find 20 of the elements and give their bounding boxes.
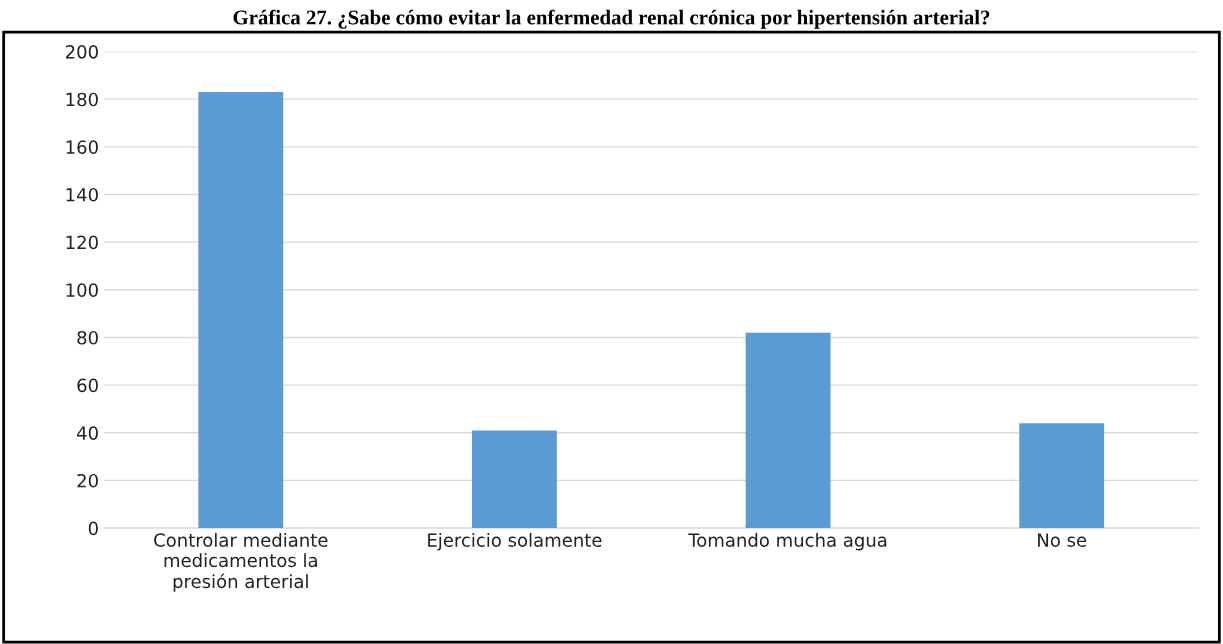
bar [745,332,831,529]
bar [198,92,284,529]
x-tick-label: Controlar mediante medicamentos la presión arterial [154,532,328,592]
y-tick-label: 200 [65,44,98,59]
y-tick-label: 100 [66,283,98,297]
y-tick-label: 160 [66,140,98,154]
bar [472,430,557,529]
x-tick-label: Ejercicio solamente [428,532,602,551]
y-tick-label: 140 [66,187,98,202]
bar [1019,423,1105,529]
y-tick-label: 120 [66,235,98,250]
y-tick-label: 20 [77,473,98,488]
x-tick-label: Tomando mucha agua [688,532,887,551]
chart-title: Gráfica 27. ¿Sabe cómo evitar la enfermedad renal crónica por hipertensión arterial? [233,9,990,29]
y-tick-label: 180 [66,92,98,107]
y-tick-label: 40 [77,426,98,440]
y-tick-label: 0 [88,521,98,536]
y-tick-label: 60 [77,378,98,393]
y-tick-label: 80 [77,330,98,345]
x-tick-label: No se [1038,533,1087,547]
